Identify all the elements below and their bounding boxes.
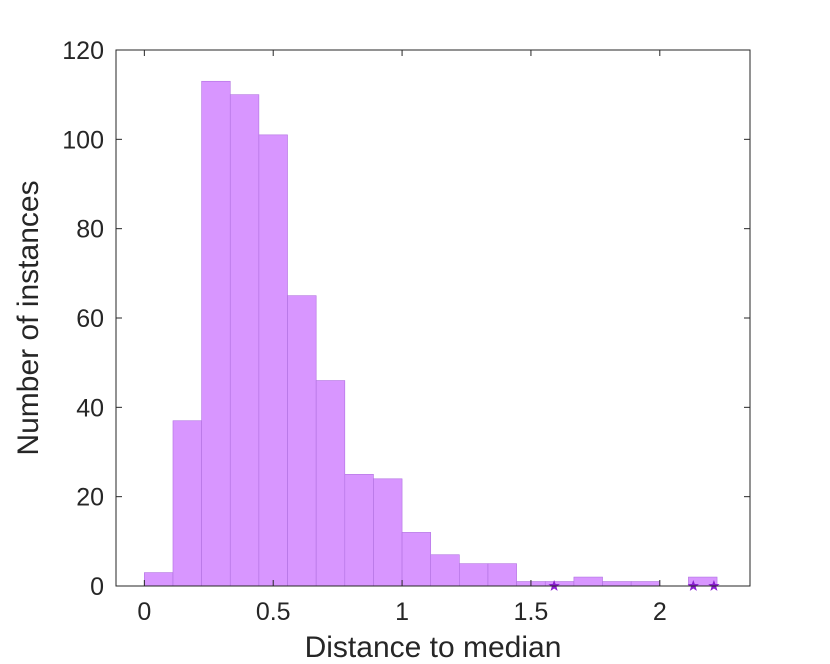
histogram-bar <box>373 478 403 587</box>
x-tick-label: 1 <box>395 598 409 626</box>
histogram-bar <box>573 576 603 587</box>
y-tick-label: 120 <box>62 37 104 65</box>
y-tick-label: 0 <box>90 573 104 601</box>
x-tick-label: 2 <box>653 598 667 626</box>
star-marker <box>708 580 720 591</box>
histogram-bar <box>144 572 174 587</box>
histogram-bar <box>487 563 517 587</box>
y-tick-label: 100 <box>62 126 104 154</box>
x-tick-label: 0.5 <box>256 598 291 626</box>
histogram-bar <box>459 563 489 587</box>
histogram-bar <box>602 581 632 587</box>
x-axis-label: Distance to median <box>305 631 562 664</box>
y-tick-label: 20 <box>76 484 104 512</box>
histogram-bar <box>172 420 202 587</box>
y-axis-label: Number of instances <box>12 180 45 455</box>
histogram-bar <box>315 380 346 587</box>
histogram-bar <box>430 554 460 587</box>
histogram-bar <box>201 80 231 587</box>
y-tick-label: 40 <box>76 394 104 422</box>
histogram-bar <box>258 134 288 587</box>
histogram-bar <box>630 581 661 587</box>
markers-group <box>548 580 720 591</box>
x-tick-label: 1.5 <box>514 598 549 626</box>
star-marker <box>548 580 560 591</box>
x-axis-ticks: 0 0.5 1 1.5 2 <box>137 50 667 626</box>
x-tick-label: 0 <box>137 598 151 626</box>
y-axis-ticks: 0 20 40 60 80 100 120 <box>62 37 750 601</box>
histogram-bar <box>544 581 575 587</box>
y-tick-label: 80 <box>76 216 104 244</box>
y-tick-label: 60 <box>76 305 104 333</box>
histogram-bar <box>344 474 374 587</box>
histogram-bar <box>229 94 260 587</box>
bars-group <box>144 80 718 587</box>
star-marker <box>687 580 700 591</box>
histogram-bar <box>287 295 317 587</box>
histogram-bar <box>401 532 432 587</box>
